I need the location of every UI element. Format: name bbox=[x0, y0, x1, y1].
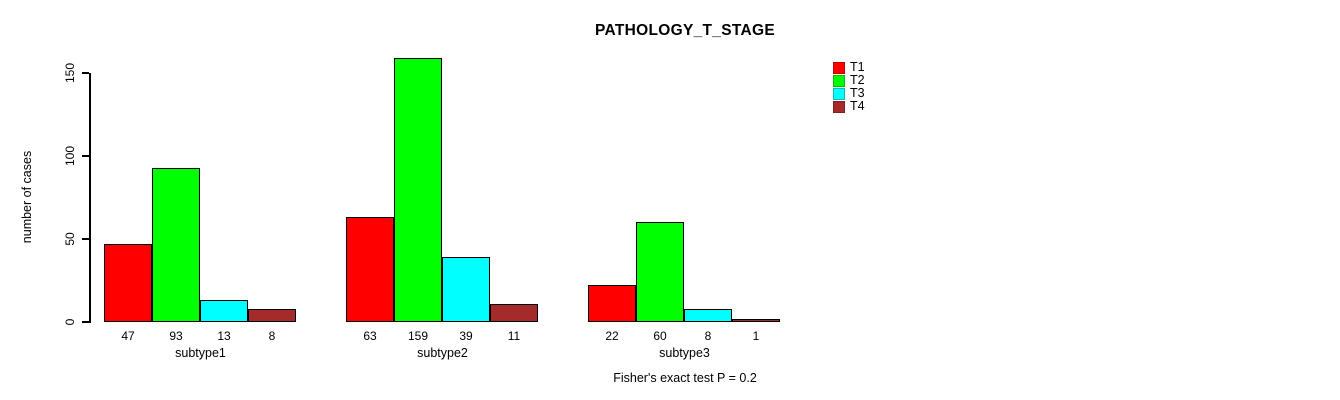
legend-label: T1 bbox=[850, 60, 865, 74]
bar-count-label: 8 bbox=[704, 329, 712, 343]
bar-T1-subtype2 bbox=[346, 217, 394, 322]
legend-item-T1: T1 bbox=[833, 61, 865, 74]
bar-count-label: 159 bbox=[407, 329, 429, 343]
category-label: subtype3 bbox=[659, 346, 710, 360]
y-tick-label: 100 bbox=[63, 145, 77, 167]
legend-label: T2 bbox=[850, 73, 865, 87]
y-tick-label: 150 bbox=[63, 62, 77, 84]
bar-count-label: 11 bbox=[507, 329, 521, 343]
y-tick-label: 0 bbox=[63, 318, 77, 326]
legend-swatch-T3 bbox=[833, 87, 845, 100]
y-tick-mark bbox=[82, 321, 89, 323]
bar-count-label: 39 bbox=[459, 329, 473, 343]
y-tick-mark bbox=[82, 72, 89, 74]
legend-swatch-T4 bbox=[833, 100, 845, 113]
chart-title: PATHOLOGY_T_STAGE bbox=[595, 22, 775, 39]
bar-count-label: 93 bbox=[169, 329, 183, 343]
legend-item-T2: T2 bbox=[833, 74, 865, 87]
bar-T2-subtype1 bbox=[152, 167, 200, 322]
y-tick-mark bbox=[82, 238, 89, 240]
category-label: subtype1 bbox=[175, 346, 226, 360]
legend-swatch-T1 bbox=[833, 61, 845, 74]
bar-T4-subtype1 bbox=[248, 308, 296, 322]
legend: T1 T2 T3 T4 bbox=[833, 61, 865, 113]
y-tick-label: 50 bbox=[63, 232, 77, 246]
bar-T1-subtype3 bbox=[588, 285, 636, 322]
bar-count-label: 63 bbox=[363, 329, 377, 343]
bar-count-label: 22 bbox=[605, 329, 619, 343]
bar-T1-subtype1 bbox=[104, 243, 152, 322]
legend-swatch-T2 bbox=[833, 74, 845, 87]
bar-T3-subtype1 bbox=[200, 300, 248, 322]
bar-T4-subtype3 bbox=[732, 319, 780, 322]
category-label: subtype2 bbox=[417, 346, 468, 360]
bar-T3-subtype3 bbox=[684, 308, 732, 322]
legend-label: T4 bbox=[850, 99, 865, 113]
annotation-text: Fisher's exact test P = 0.2 bbox=[613, 371, 757, 385]
legend-item-T4: T4 bbox=[833, 100, 865, 113]
bar-count-label: 47 bbox=[121, 329, 135, 343]
bar-count-label: 13 bbox=[217, 329, 231, 343]
legend-label: T3 bbox=[850, 86, 865, 100]
legend-item-T3: T3 bbox=[833, 87, 865, 100]
y-tick-mark bbox=[82, 155, 89, 157]
bar-count-label: 1 bbox=[752, 329, 760, 343]
y-axis-label: number of cases bbox=[20, 150, 34, 244]
y-axis-line bbox=[89, 73, 91, 323]
bar-count-label: 60 bbox=[653, 329, 667, 343]
bar-T2-subtype3 bbox=[636, 222, 684, 322]
bar-T2-subtype2 bbox=[394, 58, 442, 322]
bar-count-label: 8 bbox=[268, 329, 276, 343]
bar-T4-subtype2 bbox=[490, 303, 538, 322]
bar-T3-subtype2 bbox=[442, 257, 490, 322]
